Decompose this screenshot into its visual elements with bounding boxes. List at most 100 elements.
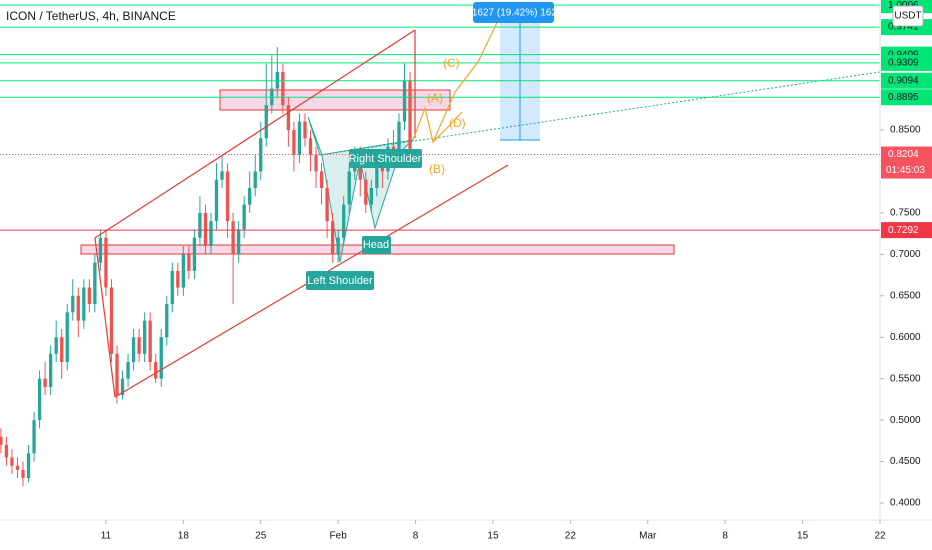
level-label: 0.9741	[888, 22, 919, 33]
y-tick-label: 0.6500	[890, 290, 921, 301]
candle-body	[142, 320, 147, 354]
candle-body	[369, 188, 373, 205]
candle-body	[60, 337, 64, 363]
candle-body	[148, 320, 152, 363]
y-tick-label: 0.7500	[890, 208, 921, 219]
candle-body	[115, 353, 119, 396]
candle-body	[15, 465, 20, 470]
wave-label: (B)	[429, 162, 445, 176]
candle-body	[198, 212, 202, 238]
candle-body	[402, 80, 407, 122]
wave-path-d	[432, 111, 463, 143]
level-label-box	[881, 222, 932, 239]
y-tick-label: 0.8500	[890, 125, 921, 136]
x-tick-label: 15	[487, 531, 499, 542]
candle-body	[259, 138, 263, 172]
currency-label[interactable]: USDT	[894, 11, 921, 22]
candle-body	[330, 221, 335, 255]
candle-body	[375, 163, 379, 189]
candle-body	[397, 121, 401, 155]
x-tick-label: 8	[413, 531, 419, 542]
candle-body	[71, 295, 75, 313]
x-tick-label: Feb	[330, 531, 348, 542]
candle-body	[297, 121, 302, 155]
candle-body	[170, 270, 174, 305]
x-tick-label: 18	[178, 531, 190, 542]
candle-body	[336, 237, 340, 255]
candle-body	[126, 362, 130, 379]
current-price-box	[881, 146, 932, 179]
wave-path-c	[412, 5, 506, 144]
y-tick-label: 0.4500	[890, 456, 921, 467]
candle-body	[65, 312, 69, 363]
candle-body	[48, 353, 53, 387]
candle-body	[242, 204, 246, 230]
candle-body	[364, 179, 368, 205]
candle-body	[325, 188, 329, 222]
pattern-label: Left Shoulder	[307, 275, 373, 287]
candle-body	[109, 287, 114, 354]
channel-left	[94, 237, 116, 398]
currency-button[interactable]	[892, 5, 924, 27]
x-tick-label: 8	[722, 531, 728, 542]
level-label-box	[881, 54, 932, 71]
label-box	[349, 149, 422, 168]
candle-body	[225, 171, 230, 222]
level-label: 0.9409	[888, 49, 919, 60]
candle-body	[76, 295, 80, 321]
y-tick-label: 0.5000	[890, 415, 921, 426]
candle-body	[286, 105, 291, 130]
label-box	[306, 271, 374, 290]
candle-body	[104, 237, 108, 288]
candle-body	[21, 469, 25, 479]
current-price-label: 0.8204	[888, 149, 919, 160]
candle-body	[165, 304, 169, 338]
candle-body	[303, 121, 307, 139]
candle-body	[347, 171, 351, 205]
candle-body	[37, 378, 42, 421]
candle-body	[314, 154, 318, 172]
candles	[0, 47, 412, 487]
measure-label: 0.1627 (19.42%) 1627	[464, 8, 563, 19]
wave-label: (A)	[427, 91, 443, 105]
wave-label: (D)	[449, 116, 466, 130]
level-label: 0.8895	[888, 92, 919, 103]
level-label: 0.9094	[888, 75, 919, 86]
candle-body	[281, 71, 285, 106]
candle-body	[192, 237, 197, 271]
candle-body	[54, 337, 58, 354]
level-label-box	[881, 89, 932, 106]
candle-body	[4, 444, 9, 458]
pattern-label: Right Shoulder	[349, 153, 422, 165]
candle-body	[236, 229, 241, 255]
x-tick-label: 11	[101, 531, 112, 542]
candle-body	[253, 171, 257, 189]
candle-body	[176, 270, 180, 288]
candle-body	[248, 188, 252, 205]
pattern-label: Head	[363, 239, 389, 251]
candle-body	[342, 204, 346, 238]
level-label: 1.0006	[888, 0, 919, 11]
wave-label: (C)	[443, 56, 460, 70]
candle-body	[137, 337, 141, 354]
candle-body	[319, 171, 324, 189]
label-box	[473, 2, 554, 23]
candle-body	[292, 129, 296, 155]
candle-body	[154, 362, 158, 379]
candle-body	[231, 221, 235, 255]
level-label-box	[881, 72, 932, 89]
candle-body	[26, 453, 31, 479]
candle-body	[264, 105, 268, 139]
y-tick-label: 0.4000	[890, 498, 921, 509]
label-box	[362, 236, 391, 254]
candle-body	[0, 436, 3, 445]
y-tick-label: 0.6000	[890, 332, 921, 343]
candle-body	[93, 262, 97, 305]
x-tick-label: 22	[565, 531, 577, 542]
y-tick-label: 0.5500	[890, 373, 921, 384]
candle-body	[220, 171, 224, 180]
x-tick-label: 25	[255, 531, 267, 542]
candle-body	[82, 287, 86, 321]
